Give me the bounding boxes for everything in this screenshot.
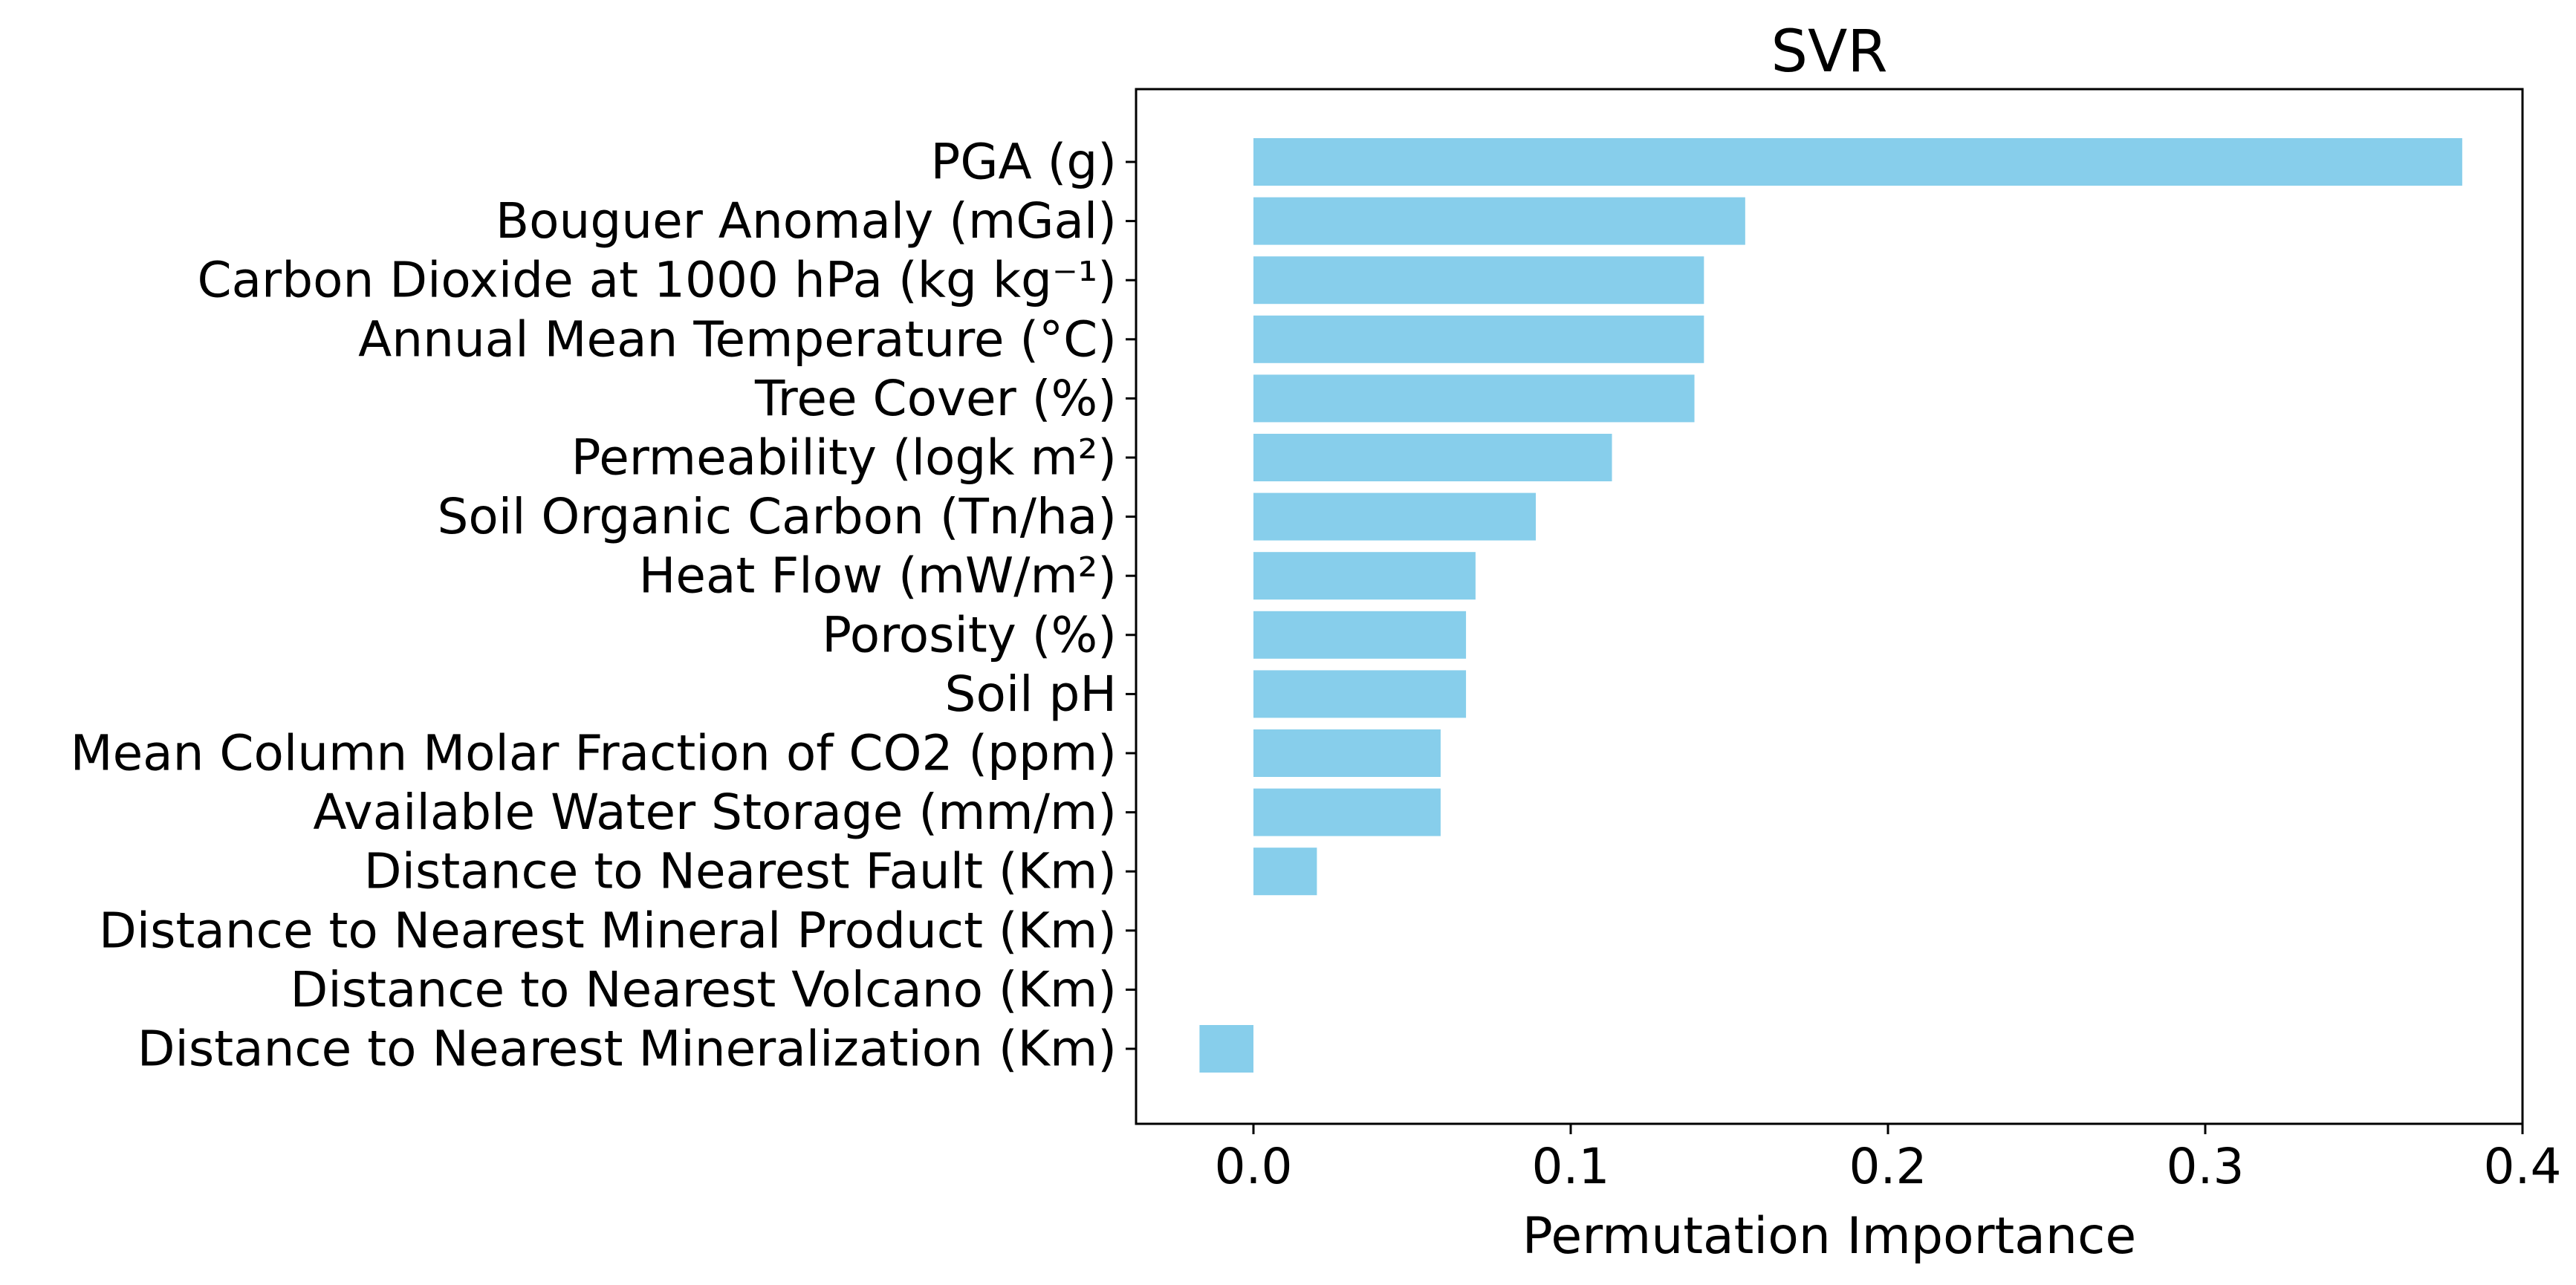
bar — [1253, 611, 1467, 659]
x-axis-label: Permutation Importance — [1522, 1207, 2136, 1266]
category-label: Soil Organic Carbon (Tn/ha) — [437, 488, 1117, 545]
category-label: Distance to Nearest Mineral Product (Km) — [99, 902, 1117, 959]
category-label: Distance to Nearest Fault (Km) — [364, 843, 1117, 900]
bar — [1253, 315, 1704, 363]
bar — [1253, 374, 1695, 423]
category-labels: PGA (g)Bouguer Anomaly (mGal)Carbon Diox… — [71, 134, 1136, 1078]
bar — [1253, 848, 1317, 896]
bar — [1253, 670, 1467, 718]
category-label: PGA (g) — [931, 134, 1117, 191]
category-label: Porosity (%) — [822, 606, 1117, 663]
bar — [1253, 492, 1537, 541]
bar — [1253, 729, 1441, 777]
x-axis-ticks: 0.0 0.1 0.2 0.3 0.4 — [1215, 1124, 2562, 1195]
category-label: Heat Flow (mW/m²) — [639, 547, 1117, 605]
x-tick-label: 0.2 — [1849, 1138, 1927, 1195]
x-tick-label: 0.1 — [1532, 1138, 1610, 1195]
bar — [1253, 788, 1441, 836]
category-label: Carbon Dioxide at 1000 hPa (kg kg⁻¹) — [198, 252, 1117, 309]
bar — [1253, 552, 1476, 600]
category-label: Mean Column Molar Fraction of CO2 (ppm) — [71, 725, 1117, 782]
x-tick-label: 0.4 — [2484, 1138, 2562, 1195]
bar — [1253, 197, 1745, 245]
category-label: Permeability (logk m²) — [571, 429, 1117, 487]
bar — [1199, 1025, 1253, 1073]
category-label: Annual Mean Temperature (°C) — [358, 310, 1117, 368]
bar — [1253, 138, 2462, 186]
category-label: Bouguer Anomaly (mGal) — [496, 192, 1117, 250]
category-label: Distance to Nearest Mineralization (Km) — [137, 1021, 1117, 1078]
bar — [1253, 434, 1612, 481]
x-tick-label: 0.3 — [2167, 1138, 2245, 1195]
plot-frame — [1135, 88, 2524, 1125]
chart-title: SVR — [1771, 19, 1887, 85]
bar — [1253, 256, 1704, 305]
category-label: Distance to Nearest Volcano (Km) — [291, 961, 1117, 1018]
category-label: Available Water Storage (mm/m) — [313, 784, 1117, 841]
category-label: Soil pH — [945, 666, 1117, 723]
x-tick-label: 0.0 — [1215, 1138, 1293, 1195]
bars-group — [1199, 138, 2462, 1073]
category-label: Tree Cover (%) — [754, 370, 1117, 427]
